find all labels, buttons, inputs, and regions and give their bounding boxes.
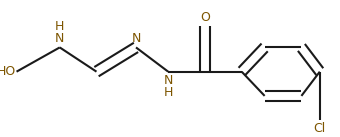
Text: O: O [200,11,210,24]
Text: N: N [131,32,141,45]
Text: HO: HO [0,65,16,78]
Text: Cl: Cl [314,122,326,135]
Text: H
N: H N [55,20,64,45]
Text: N
H: N H [164,74,173,99]
